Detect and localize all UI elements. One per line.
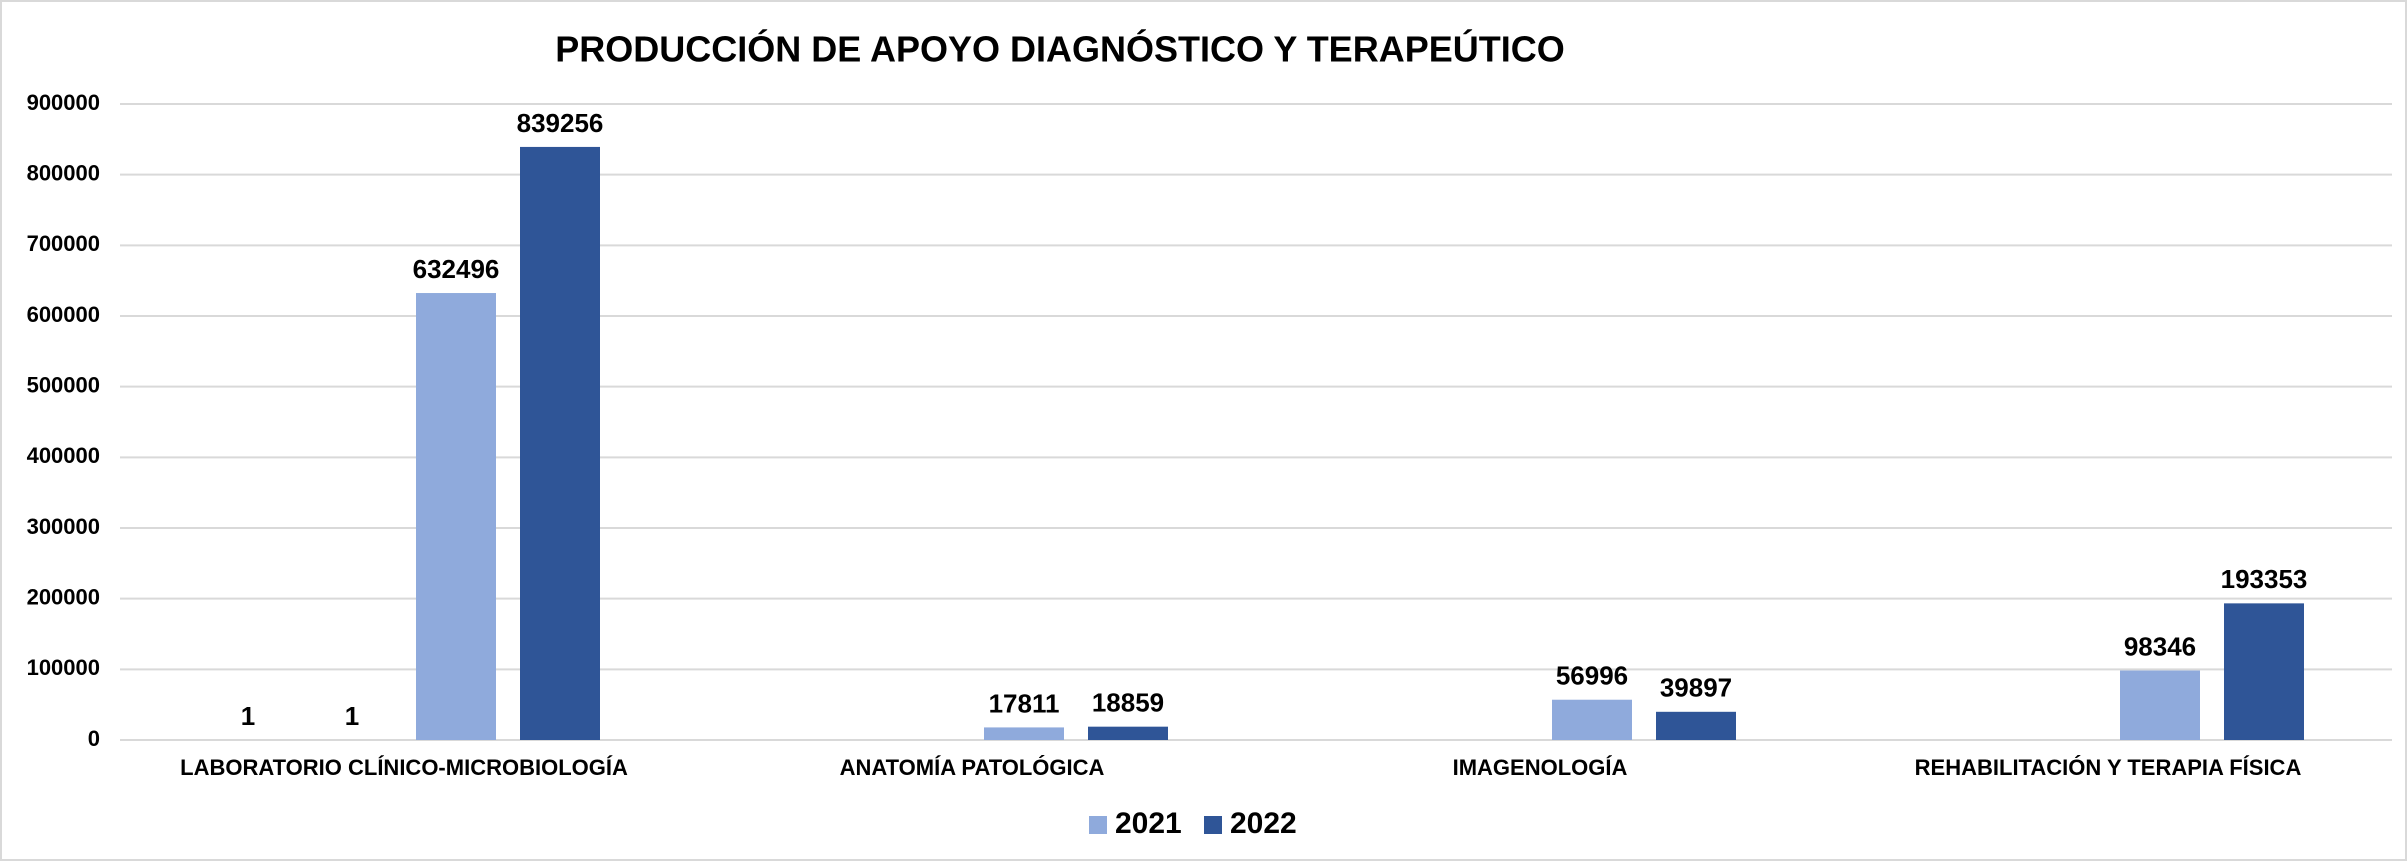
data-label: 193353 bbox=[2221, 564, 2308, 594]
y-tick-label: 300000 bbox=[27, 514, 100, 539]
legend-swatch bbox=[1089, 816, 1107, 834]
data-label: 1 bbox=[241, 701, 255, 731]
data-label: 98346 bbox=[2124, 631, 2196, 661]
x-tick-label: IMAGENOLOGÍA bbox=[1453, 755, 1628, 780]
bar bbox=[416, 293, 496, 740]
y-tick-label: 0 bbox=[88, 726, 100, 751]
data-label: 18859 bbox=[1092, 688, 1164, 718]
y-tick-label: 900000 bbox=[27, 90, 100, 115]
y-tick-label: 600000 bbox=[27, 302, 100, 327]
bar bbox=[2224, 603, 2304, 740]
bar bbox=[1088, 726, 1168, 740]
bar bbox=[1552, 699, 1632, 740]
bar bbox=[984, 727, 1064, 740]
y-tick-label: 800000 bbox=[27, 160, 100, 185]
legend-label: 2022 bbox=[1230, 807, 1297, 840]
data-label: 839256 bbox=[517, 108, 604, 138]
data-label: 1 bbox=[345, 701, 359, 731]
data-label: 39897 bbox=[1660, 673, 1732, 703]
y-tick-label: 700000 bbox=[27, 231, 100, 256]
chart-title: PRODUCCIÓN DE APOYO DIAGNÓSTICO Y TERAPE… bbox=[555, 28, 1564, 70]
bar bbox=[520, 146, 600, 740]
legend-label: 2021 bbox=[1115, 807, 1182, 840]
y-tick-label: 400000 bbox=[27, 443, 100, 468]
bar bbox=[2120, 670, 2200, 740]
data-label: 17811 bbox=[989, 688, 1060, 718]
data-label: 632496 bbox=[413, 254, 500, 284]
legend-swatch bbox=[1204, 816, 1222, 834]
x-tick-label: ANATOMÍA PATOLÓGICA bbox=[840, 755, 1105, 780]
x-tick-label: LABORATORIO CLÍNICO-MICROBIOLOGÍA bbox=[180, 755, 628, 780]
y-tick-label: 100000 bbox=[27, 655, 100, 680]
data-label: 56996 bbox=[1556, 661, 1628, 691]
y-tick-label: 500000 bbox=[27, 372, 100, 397]
bar bbox=[1656, 711, 1736, 740]
y-tick-label: 200000 bbox=[27, 584, 100, 609]
x-tick-label: REHABILITACIÓN Y TERAPIA FÍSICA bbox=[1915, 755, 2302, 780]
